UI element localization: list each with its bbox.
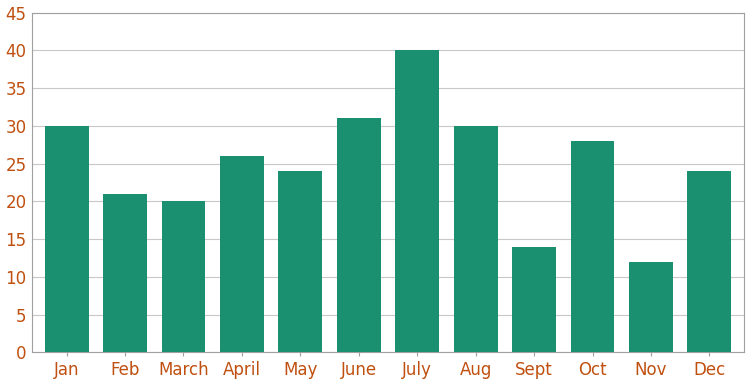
Bar: [395, 50, 439, 352]
Bar: [688, 171, 731, 352]
Bar: [454, 126, 497, 352]
Bar: [45, 126, 88, 352]
Bar: [571, 141, 614, 352]
Bar: [103, 194, 147, 352]
Bar: [220, 156, 264, 352]
Bar: [629, 262, 673, 352]
Bar: [278, 171, 322, 352]
Bar: [161, 201, 206, 352]
Bar: [512, 247, 556, 352]
Bar: [337, 118, 381, 352]
